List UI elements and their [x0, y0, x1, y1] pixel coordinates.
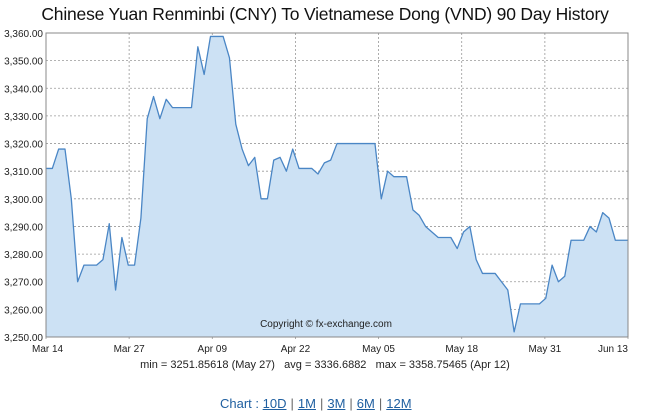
- stats-line: min = 3251.85618 (May 27) avg = 3336.688…: [0, 359, 650, 371]
- chart-title: Chinese Yuan Renminbi (CNY) To Vietnames…: [41, 4, 609, 24]
- area-fill: [46, 36, 628, 337]
- range-link-3m[interactable]: 3M: [327, 396, 346, 411]
- x-tick-label: May 31: [528, 344, 561, 355]
- stat-avg: avg = 3336.6882: [284, 359, 367, 371]
- x-tick-label: May 05: [362, 344, 395, 355]
- x-tick-label: May 18: [445, 344, 478, 355]
- y-tick-label: 3,290.00: [4, 222, 43, 233]
- range-links: Chart : 10D | 1M | 3M | 6M | 12M: [220, 396, 412, 411]
- y-tick-label: 3,310.00: [4, 167, 43, 178]
- series-line: [46, 35, 628, 333]
- range-link-6m[interactable]: 6M: [356, 396, 375, 411]
- x-tick-label: Mar 14: [32, 344, 64, 355]
- chart-range-label: Chart :: [220, 396, 260, 411]
- x-tick-label: Jun 13: [598, 344, 628, 355]
- range-link-1m[interactable]: 1M: [297, 396, 316, 411]
- separator: |: [378, 396, 383, 411]
- separator: |: [319, 396, 324, 411]
- y-tick-label: 3,340.00: [4, 84, 43, 95]
- y-axis: 3,250.00 3,260.00 3,270.00 3,280.00 3,290.00…: [4, 29, 43, 344]
- separator: |: [290, 396, 294, 411]
- plot-frame: [45, 32, 629, 338]
- copyright-label: Copyright © fx-exchange.com: [260, 319, 392, 330]
- y-tick-label: 3,250.00: [4, 333, 43, 344]
- x-axis: Mar 14 Mar 27 Apr 09 Apr 22 May 05 May 18 May …: [32, 344, 628, 355]
- y-tick-label: 3,360.00: [4, 29, 43, 40]
- y-tick-label: 3,280.00: [4, 250, 43, 261]
- y-tick-label: 3,270.00: [4, 278, 43, 289]
- x-tick-label: Apr 22: [281, 344, 311, 355]
- y-tick-label: 3,320.00: [4, 140, 43, 151]
- y-tick-label: 3,300.00: [4, 195, 43, 206]
- separator: |: [349, 396, 353, 411]
- x-tick-label: Mar 27: [114, 344, 146, 355]
- range-link-12m[interactable]: 12M: [386, 396, 412, 411]
- y-tick-label: 3,350.00: [4, 57, 43, 68]
- stat-min: min = 3251.85618 (May 27): [140, 359, 275, 371]
- y-tick-label: 3,330.00: [4, 112, 43, 123]
- y-tick-label: 3,260.00: [4, 305, 43, 316]
- stat-max: max = 3358.75465 (Apr 12): [375, 359, 510, 371]
- x-tick-label: Apr 09: [198, 344, 228, 355]
- range-link-10d[interactable]: 10D: [262, 396, 287, 411]
